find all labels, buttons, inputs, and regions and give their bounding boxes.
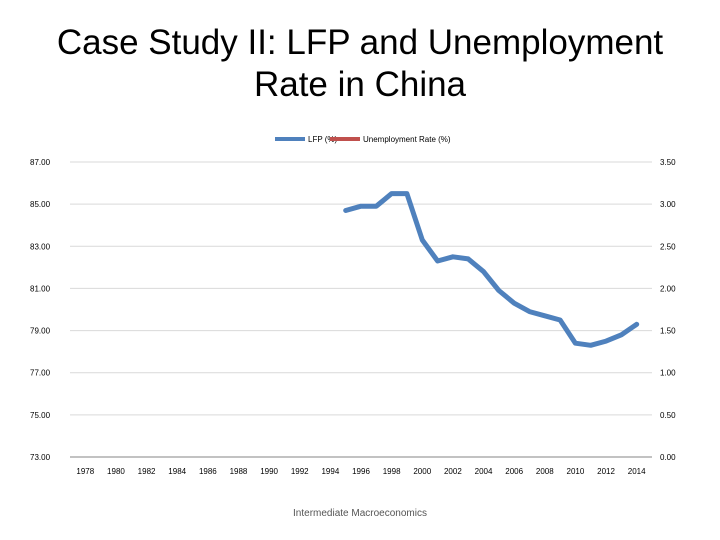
x-tick-label: 2004 bbox=[475, 467, 493, 476]
legend-label-1: Unemployment Rate (%) bbox=[363, 135, 451, 144]
y-right-tick-label: 2.00 bbox=[660, 284, 676, 293]
series-line-0 bbox=[343, 191, 640, 348]
x-tick-label: 2012 bbox=[597, 467, 615, 476]
y-right-tick-label: 0.00 bbox=[660, 453, 676, 462]
x-tick-label: 1996 bbox=[352, 467, 370, 476]
x-tick-label: 1992 bbox=[291, 467, 309, 476]
data-point bbox=[467, 258, 469, 260]
data-point bbox=[360, 205, 362, 207]
x-tick-label: 1990 bbox=[260, 467, 278, 476]
x-tick-label: 1984 bbox=[168, 467, 186, 476]
y-right-tick-label: 3.50 bbox=[660, 158, 676, 167]
data-point bbox=[483, 271, 485, 273]
data-point bbox=[620, 334, 622, 336]
y-right-tick-label: 2.50 bbox=[660, 242, 676, 251]
data-point bbox=[452, 256, 454, 258]
data-point bbox=[498, 290, 500, 292]
data-point bbox=[574, 342, 576, 344]
data-point bbox=[391, 193, 393, 195]
y-right-tick-label: 1.00 bbox=[660, 369, 676, 378]
data-point bbox=[375, 205, 377, 207]
data-point bbox=[605, 340, 607, 342]
x-tick-label: 2002 bbox=[444, 467, 462, 476]
x-tick-label: 2000 bbox=[413, 467, 431, 476]
slide-footer: Intermediate Macroeconomics bbox=[293, 508, 427, 519]
y-left-tick-label: 73.00 bbox=[30, 453, 51, 462]
y-left-tick-label: 79.00 bbox=[30, 327, 51, 336]
y-left-tick-label: 85.00 bbox=[30, 200, 51, 209]
data-point bbox=[636, 323, 638, 325]
data-point bbox=[559, 319, 561, 321]
x-tick-label: 1998 bbox=[383, 467, 401, 476]
data-point bbox=[421, 239, 423, 241]
y-left-tick-label: 75.00 bbox=[30, 411, 51, 420]
x-tick-label: 2014 bbox=[628, 467, 646, 476]
y-right-tick-label: 3.00 bbox=[660, 200, 676, 209]
y-right-tick-label: 0.50 bbox=[660, 411, 676, 420]
data-point bbox=[513, 302, 515, 304]
data-point bbox=[345, 209, 347, 211]
x-tick-label: 1980 bbox=[107, 467, 125, 476]
data-point bbox=[544, 315, 546, 317]
x-tick-label: 1982 bbox=[138, 467, 156, 476]
y-left-tick-label: 87.00 bbox=[30, 158, 51, 167]
y-right-tick-label: 1.50 bbox=[660, 327, 676, 336]
x-tick-label: 1994 bbox=[321, 467, 339, 476]
slide-title-line1: Case Study II: LFP and Unemployment bbox=[56, 23, 664, 62]
data-point bbox=[406, 193, 408, 195]
x-tick-label: 2010 bbox=[567, 467, 585, 476]
data-point bbox=[528, 311, 530, 313]
data-point bbox=[437, 260, 439, 262]
legend-label-0: LFP (%) bbox=[308, 135, 338, 144]
x-tick-label: 2006 bbox=[505, 467, 523, 476]
x-tick-label: 1986 bbox=[199, 467, 217, 476]
y-left-tick-label: 81.00 bbox=[30, 284, 51, 293]
x-tick-label: 2008 bbox=[536, 467, 554, 476]
slide-title: Case Study II: LFP and Unemployment Rate… bbox=[0, 22, 720, 106]
y-left-tick-label: 77.00 bbox=[30, 369, 51, 378]
data-point bbox=[590, 344, 592, 346]
x-tick-label: 1978 bbox=[76, 467, 94, 476]
y-left-tick-label: 83.00 bbox=[30, 242, 51, 251]
slide-title-line2: Rate in China bbox=[253, 65, 467, 104]
x-tick-label: 1988 bbox=[230, 467, 248, 476]
